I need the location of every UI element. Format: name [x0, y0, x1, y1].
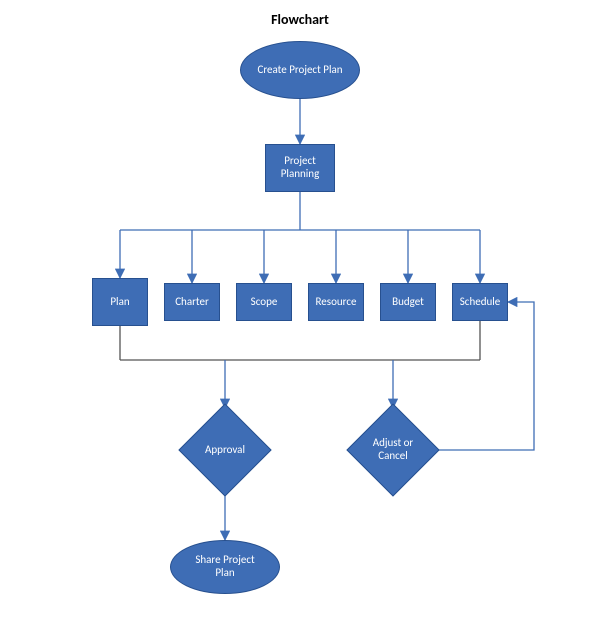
flowchart-canvas: FlowchartCreate Project PlanProjectPlann… [0, 0, 600, 618]
node-budget: Budget [380, 283, 436, 321]
node-resource: Resource [308, 283, 364, 321]
node-plan: Plan [92, 278, 148, 326]
node-planning: ProjectPlanning [265, 144, 335, 192]
node-approval: Approval [192, 417, 258, 483]
node-adjust: Adjust orCancel [360, 417, 426, 483]
node-charter: Charter [164, 283, 220, 321]
node-schedule: Schedule [452, 283, 508, 321]
node-scope: Scope [236, 283, 292, 321]
node-start: Create Project Plan [240, 41, 360, 99]
node-share: Share ProjectPlan [170, 540, 280, 594]
